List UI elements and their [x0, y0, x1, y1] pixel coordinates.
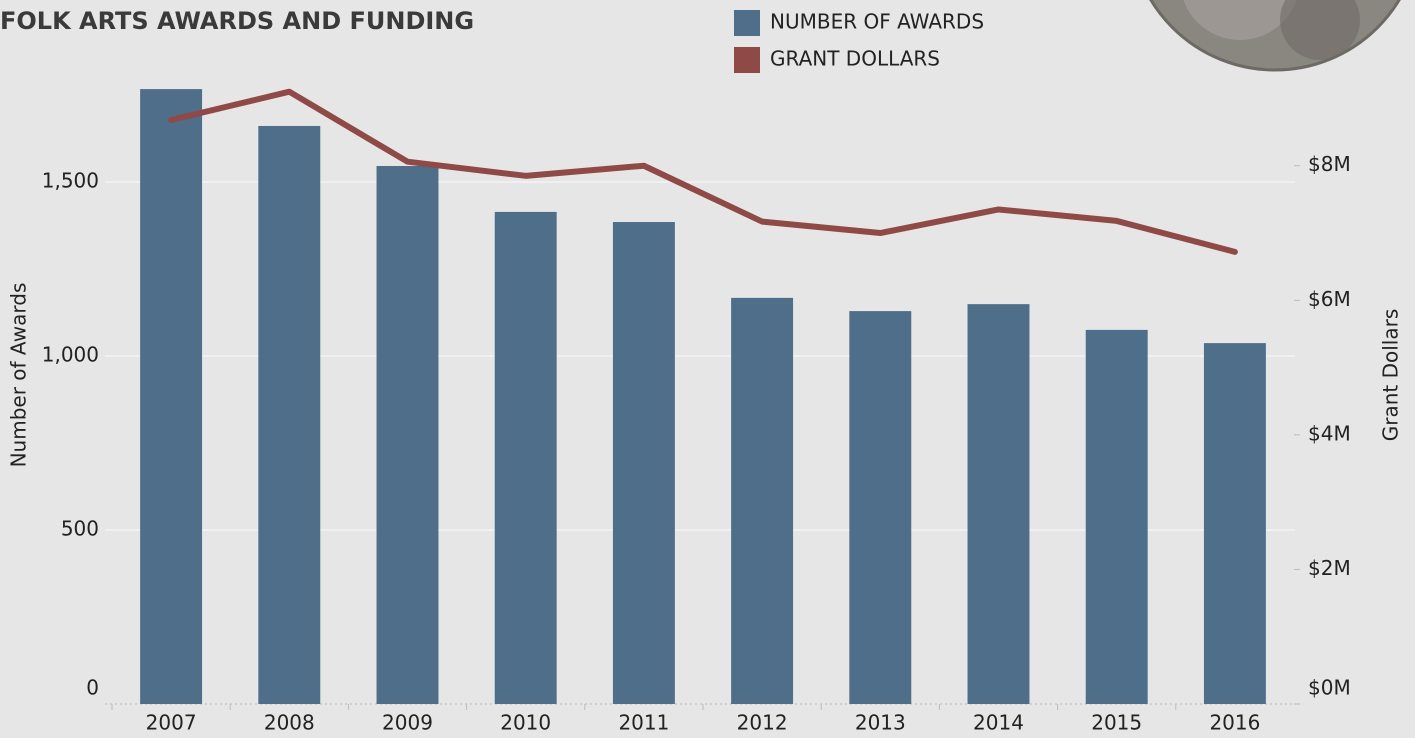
bar — [376, 165, 439, 704]
y2-tick-label: $0M — [1308, 676, 1351, 700]
x-tick-label: 2007 — [146, 711, 197, 735]
x-tick-label: 2010 — [500, 711, 551, 735]
line — [168, 88, 1238, 255]
decorative-image — [1149, 0, 1401, 72]
x-tick-label: 2008 — [264, 711, 315, 735]
x-tick-label: 2015 — [1091, 711, 1142, 735]
bar — [494, 211, 557, 705]
y-tick-label: 1,500 — [42, 169, 99, 193]
x-tick-label: 2012 — [737, 711, 788, 735]
bar — [1203, 343, 1266, 704]
bar — [731, 297, 794, 704]
bar — [967, 304, 1030, 704]
bar — [258, 125, 321, 705]
bar — [140, 89, 203, 705]
chart-title: FOLK ARTS AWARDS AND FUNDING — [0, 7, 474, 35]
x-tick-label: 2009 — [382, 711, 433, 735]
x-tick-label: 2014 — [973, 711, 1024, 735]
x-tick-label: 2011 — [618, 711, 669, 735]
y2-axis-label: Grant Dollars — [1379, 309, 1403, 442]
bar — [1085, 329, 1148, 704]
y-axis-label: Number of Awards — [7, 283, 31, 468]
y2-tick-label: $2M — [1308, 556, 1351, 580]
y2-tick-label: $8M — [1308, 152, 1351, 176]
bar — [612, 222, 675, 704]
x-tick-label: 2013 — [855, 711, 906, 735]
y-tick-label: 1,000 — [42, 343, 99, 367]
legend-swatch — [734, 10, 760, 36]
x-tick-label: 2016 — [1209, 711, 1260, 735]
legend-label: GRANT DOLLARS — [770, 47, 940, 71]
legend-swatch — [734, 47, 760, 73]
y2-tick-label: $4M — [1308, 421, 1351, 445]
y-tick-label: 500 — [61, 517, 99, 541]
y2-tick-label: $6M — [1308, 287, 1351, 311]
legend-label: NUMBER OF AWARDS — [770, 10, 984, 34]
y-tick-label: 0 — [86, 676, 99, 700]
bar — [849, 311, 912, 704]
